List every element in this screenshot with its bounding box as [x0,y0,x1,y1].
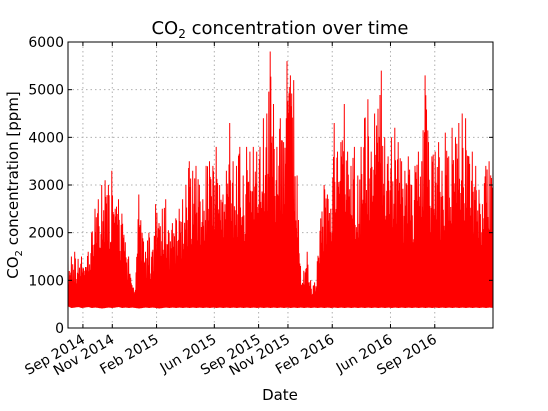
x-axis-label: Date [262,386,298,404]
series-group [67,51,494,309]
y-tick-label: 1000 [28,273,64,289]
y-tick-label: 4000 [28,130,64,146]
y-axis-ticks: 0 1000 2000 3000 4000 5000 6000 [28,35,493,337]
co2-series-line [67,51,494,309]
y-tick-label: 2000 [28,226,64,242]
y-tick-label: 6000 [28,35,64,51]
y-tick-label: 3000 [28,178,64,194]
y-axis-label: CO2 concentration [ppm] [4,91,25,278]
y-tick-label: 5000 [28,83,64,99]
y-tick-label: 0 [55,321,64,337]
chart-title: CO2 concentration over time [151,18,408,41]
